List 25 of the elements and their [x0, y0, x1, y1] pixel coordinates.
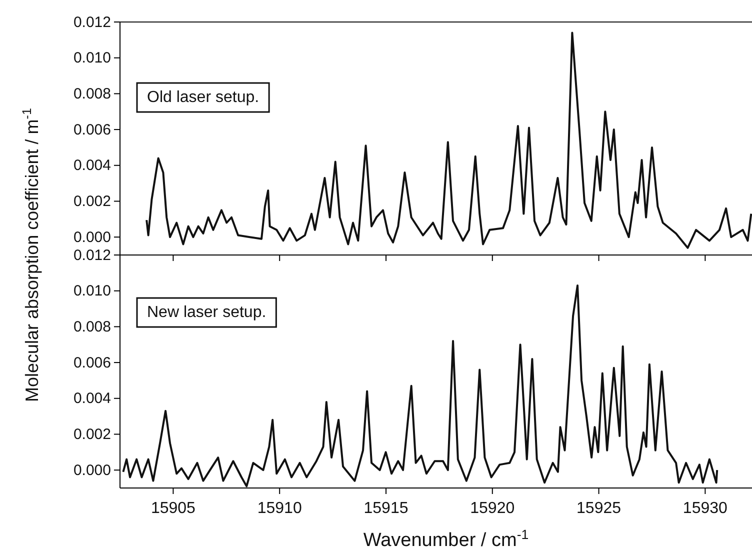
y-tick-label: 0.010: [73, 50, 111, 67]
y-tick-label: 0.002: [73, 426, 111, 444]
x-tick-label: 15925: [576, 500, 622, 517]
annotation: Old laser setup.: [147, 89, 260, 106]
y-tick-label: 0.004: [73, 390, 111, 408]
line-series: [122, 284, 718, 488]
y-tick-label: 0.004: [73, 157, 111, 174]
x-tick-label: 15910: [257, 500, 302, 517]
annotation: New laser setup.: [147, 304, 266, 321]
y-tick-label: 0.012: [73, 14, 111, 31]
line-series: [146, 32, 752, 249]
y-tick-label: 0.008: [73, 318, 111, 336]
y-tick-label: 0.008: [73, 85, 111, 102]
y-tick-label: 0.000: [73, 228, 111, 246]
x-tick-label: 15930: [682, 500, 728, 517]
y-tick-label: 0.012: [73, 246, 111, 264]
y-tick-label: 0.006: [73, 121, 111, 138]
x-axis-title: Wavenumber / cm$^{-1}$: [363, 526, 529, 551]
x-tick-label: 15905: [150, 500, 196, 517]
y-tick-label: 0.002: [73, 193, 111, 210]
y-tick-label: 0.000: [73, 462, 111, 479]
y-tick-label: 0.006: [73, 354, 111, 372]
x-tick-label: 15915: [364, 500, 408, 517]
x-tick-label: 15920: [470, 500, 515, 517]
y-tick-label: 0.010: [73, 282, 111, 300]
